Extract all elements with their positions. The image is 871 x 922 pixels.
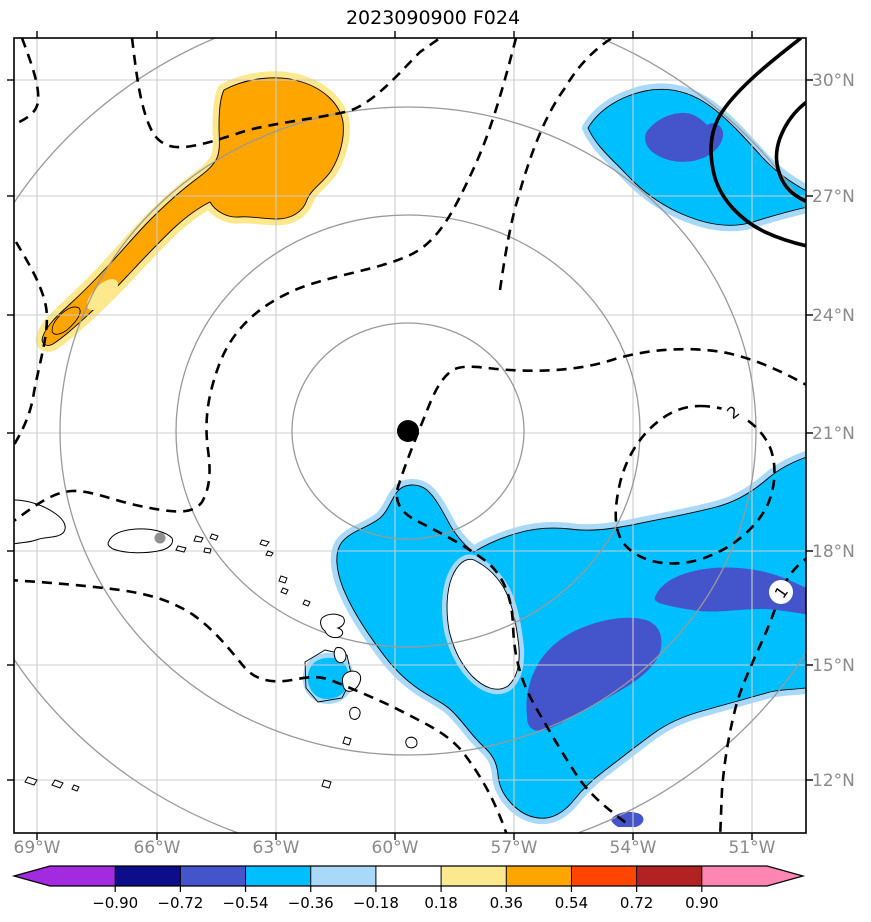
colorbar-segment <box>571 866 638 886</box>
chart-title: 2023090900 F024 <box>346 7 520 29</box>
orange-tail-sliver <box>51 306 81 335</box>
negative-anomaly-region-se <box>330 450 806 827</box>
colorbar-tick-label: 0.18 <box>424 894 457 912</box>
y-tick-label: 30°N <box>812 71 855 91</box>
x-tick-label: 57°W <box>491 838 538 858</box>
barbados <box>405 736 418 749</box>
colorbar-extend-high <box>767 866 803 886</box>
solid-contours <box>709 38 806 248</box>
grenada <box>321 779 332 789</box>
y-tick-label: 18°N <box>812 542 855 562</box>
island <box>24 776 38 786</box>
axis-ticks <box>7 31 813 840</box>
island <box>71 784 80 792</box>
colorbar-tick-label: −0.90 <box>92 894 138 912</box>
x-tick-label: 51°W <box>729 838 776 858</box>
island <box>203 547 212 554</box>
colorbar-tick-label: 0.72 <box>620 894 653 912</box>
y-tick-label: 12°N <box>812 771 855 791</box>
island <box>265 550 274 557</box>
colorbar-segment <box>506 866 572 886</box>
hispaniola-coast <box>14 499 66 545</box>
positive-anomaly-region <box>35 71 350 352</box>
island <box>259 539 270 547</box>
x-tick-label: 69°W <box>14 838 61 858</box>
island <box>193 535 204 543</box>
ne-blob-inner-core <box>645 112 724 162</box>
island <box>51 779 64 789</box>
range-ring-4 <box>14 38 806 833</box>
orange-tail-gap <box>87 279 119 311</box>
y-tick-label: 24°N <box>812 306 855 326</box>
station-dot <box>154 532 166 544</box>
colorbar-tick-label: −0.54 <box>223 894 269 912</box>
colorbar-tick-label: 0.36 <box>490 894 523 912</box>
map-area: 2 1 <box>14 38 806 833</box>
island <box>278 575 288 584</box>
colorbar-segment <box>310 866 377 886</box>
spot-core <box>307 657 349 699</box>
colorbar-segment <box>245 866 312 886</box>
colorbar-segment <box>180 866 247 886</box>
contour-dashed-nw-hook <box>14 38 40 126</box>
label-gap <box>769 580 793 604</box>
island <box>175 545 187 553</box>
x-tick-label: 66°W <box>134 838 181 858</box>
contour-dashed-south <box>14 579 508 833</box>
x-tick-label: 63°W <box>253 838 300 858</box>
colorbar: −0.90 −0.72 −0.54 −0.36 −0.18 0.18 0.36 0.54 0.7… <box>11 865 806 912</box>
contour-dashed-ne <box>498 38 613 291</box>
x-axis-labels: 69°W 66°W 63°W 60°W 57°W 54°W 51°W <box>14 838 776 858</box>
contour-dashed-1-line <box>718 557 806 833</box>
x-tick-label: 54°W <box>610 838 657 858</box>
storm-center-marker <box>397 420 419 442</box>
y-axis-labels: 30°N 27°N 24°N 21°N 18°N 15°N 12°N <box>812 71 855 791</box>
contour-labels: 2 1 <box>721 400 793 604</box>
label-gap <box>721 400 745 424</box>
y-tick-label: 21°N <box>812 424 855 444</box>
colorbar-extend-low <box>14 866 50 886</box>
colorbar-tick-label: 0.54 <box>555 894 588 912</box>
contour-dashed-center-east <box>395 347 806 828</box>
y-tick-label: 27°N <box>812 187 855 207</box>
range-ring-3 <box>59 106 757 756</box>
range-ring-2 <box>175 214 641 648</box>
colorbar-segment <box>375 866 442 886</box>
range-rings <box>14 38 806 833</box>
y-tick-label: 15°N <box>812 656 855 676</box>
contour-dashed-through-orange <box>130 38 441 149</box>
colorbar-tick-label: 0.90 <box>685 894 718 912</box>
colorbar-segment <box>50 866 116 886</box>
guadeloupe <box>320 613 345 639</box>
colorbar-tick-label: −0.36 <box>288 894 334 912</box>
dominica <box>333 647 347 664</box>
plot-border <box>13 37 807 834</box>
dashed-contours <box>14 38 806 833</box>
colorbar-tick-label: −0.72 <box>157 894 203 912</box>
contour-solid-outer <box>709 38 806 248</box>
colorbar-segment <box>441 866 507 886</box>
contour-solid-inner <box>774 100 806 204</box>
st-lucia <box>349 706 361 720</box>
colorbar-segment <box>115 866 181 886</box>
se-core-middle <box>526 617 662 731</box>
se-core-upper <box>654 567 806 615</box>
colorbar-segment <box>636 866 703 886</box>
island <box>302 599 311 607</box>
colorbar-tick-label: −0.18 <box>353 894 399 912</box>
range-ring-1 <box>291 322 525 540</box>
contour-dashed-west <box>14 241 49 448</box>
se-core-small <box>611 811 644 827</box>
x-tick-label: 60°W <box>372 838 419 858</box>
colorbar-segment <box>701 866 768 886</box>
st-vincent <box>342 736 352 746</box>
colorbar-outline <box>11 865 806 887</box>
island <box>280 587 289 595</box>
contour-dashed-big-c <box>14 38 518 523</box>
island <box>209 533 219 541</box>
